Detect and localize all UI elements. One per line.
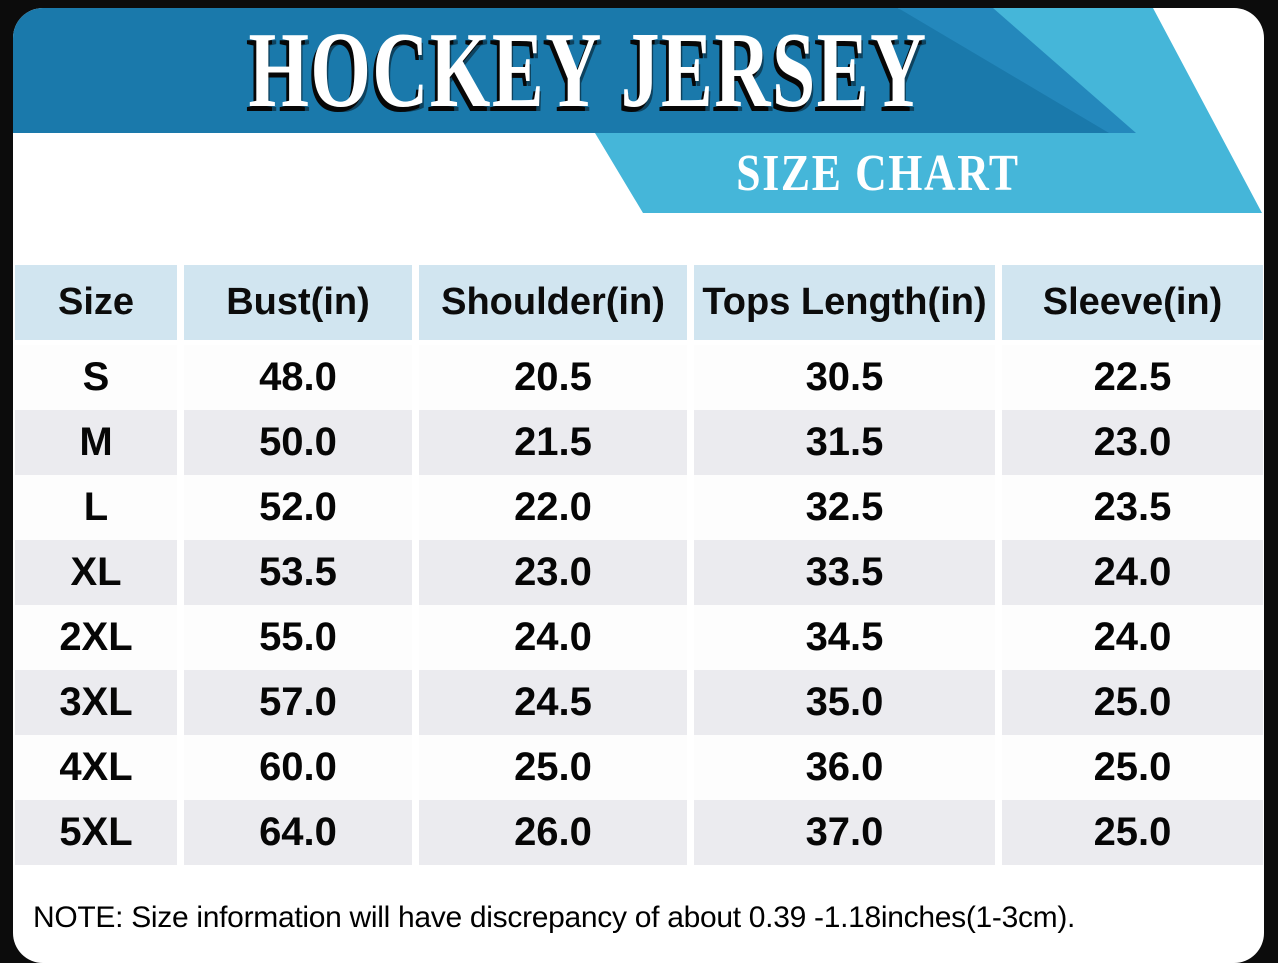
- cell-4xl-tops-length: 36.0: [694, 735, 995, 800]
- page-subtitle: SIZE CHART: [736, 144, 1020, 202]
- cell-4xl-sleeve: 25.0: [1002, 735, 1263, 800]
- cell-s-shoulder: 20.5: [419, 345, 687, 410]
- size-table: Size Bust(in) Shoulder(in) Tops Length(i…: [15, 265, 1263, 865]
- cell-5xl-bust: 64.0: [184, 800, 412, 865]
- cell-l-shoulder: 22.0: [419, 475, 687, 540]
- cell-m-size: M: [15, 410, 177, 475]
- cell-m-tops-length: 31.5: [694, 410, 995, 475]
- cell-l-size: L: [15, 475, 177, 540]
- cell-l-tops-length: 32.5: [694, 475, 995, 540]
- banner-dark-band-shape: [13, 8, 1109, 133]
- cell-5xl-sleeve: 25.0: [1002, 800, 1263, 865]
- cell-xl-sleeve: 24.0: [1002, 540, 1263, 605]
- cell-xl-shoulder: 23.0: [419, 540, 687, 605]
- cell-5xl-size: 5XL: [15, 800, 177, 865]
- column-header-shoulder: Shoulder(in): [419, 265, 687, 340]
- cell-l-bust: 52.0: [184, 475, 412, 540]
- cell-xl-tops-length: 33.5: [694, 540, 995, 605]
- banner: HOCKEY JERSEY SIZE CHART: [13, 8, 1264, 218]
- cell-2xl-size: 2XL: [15, 605, 177, 670]
- column-header-bust: Bust(in): [184, 265, 412, 340]
- cell-3xl-bust: 57.0: [184, 670, 412, 735]
- cell-4xl-shoulder: 25.0: [419, 735, 687, 800]
- cell-xl-bust: 53.5: [184, 540, 412, 605]
- cell-3xl-sleeve: 25.0: [1002, 670, 1263, 735]
- cell-2xl-sleeve: 24.0: [1002, 605, 1263, 670]
- cell-l-sleeve: 23.5: [1002, 475, 1263, 540]
- cell-2xl-bust: 55.0: [184, 605, 412, 670]
- column-header-tops-length: Tops Length(in): [694, 265, 995, 340]
- cell-3xl-size: 3XL: [15, 670, 177, 735]
- cell-s-tops-length: 30.5: [694, 345, 995, 410]
- cell-4xl-bust: 60.0: [184, 735, 412, 800]
- size-chart-card: HOCKEY JERSEY SIZE CHART Size Bust(in) S…: [13, 8, 1264, 963]
- size-note: NOTE: Size information will have discrep…: [33, 901, 1076, 934]
- cell-3xl-tops-length: 35.0: [694, 670, 995, 735]
- cell-s-bust: 48.0: [184, 345, 412, 410]
- cell-s-sleeve: 22.5: [1002, 345, 1263, 410]
- cell-s-size: S: [15, 345, 177, 410]
- cell-5xl-shoulder: 26.0: [419, 800, 687, 865]
- cell-2xl-tops-length: 34.5: [694, 605, 995, 670]
- column-header-size: Size: [15, 265, 177, 340]
- cell-m-shoulder: 21.5: [419, 410, 687, 475]
- page-title: HOCKEY JERSEY: [248, 10, 928, 130]
- cell-5xl-tops-length: 37.0: [694, 800, 995, 865]
- cell-2xl-shoulder: 24.0: [419, 605, 687, 670]
- cell-xl-size: XL: [15, 540, 177, 605]
- cell-m-sleeve: 23.0: [1002, 410, 1263, 475]
- cell-3xl-shoulder: 24.5: [419, 670, 687, 735]
- cell-4xl-size: 4XL: [15, 735, 177, 800]
- column-header-sleeve: Sleeve(in): [1002, 265, 1263, 340]
- cell-m-bust: 50.0: [184, 410, 412, 475]
